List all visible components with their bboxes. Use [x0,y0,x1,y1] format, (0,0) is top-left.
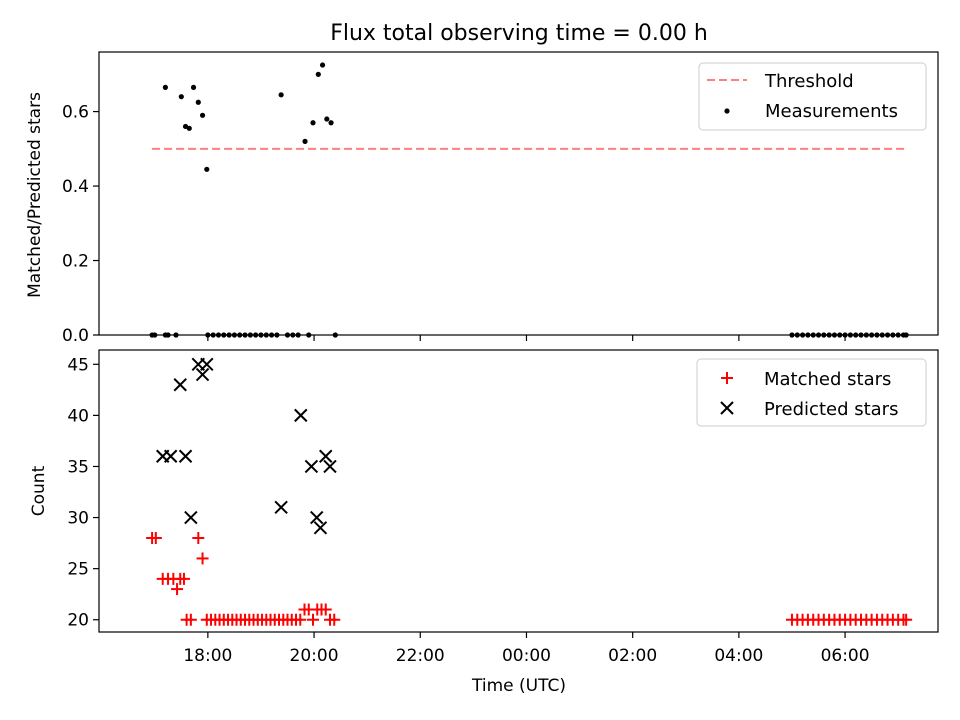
predicted-star-marker [319,449,333,463]
measurement-point [302,138,308,144]
measurement-point [186,125,192,131]
measurement-point [315,71,321,77]
matched-star-marker [319,603,332,616]
ratio-y-tick-label: 0.0 [62,326,89,346]
count-legend: Matched stars Predicted stars [696,358,927,427]
predicted-star-marker [310,510,324,525]
matched-star-marker [184,613,197,626]
legend-matched-label: Matched stars [764,369,891,390]
ratio-legend: Threshold Measurements [698,62,927,131]
predicted-star-marker [178,449,193,463]
predicted-star-marker [173,378,187,392]
matched-star-marker [900,613,913,626]
measurement-point [190,84,197,90]
x-tick-label: 22:00 [396,646,445,666]
x-tick-label: 04:00 [714,646,763,666]
matched-star-marker [149,532,162,544]
count-axes-ticks: 20 25 30 35 40 45 18:00 20:00 22:00 00:00 02:00 04:… [67,355,869,666]
predicted-star-marker [184,510,198,525]
x-tick-label: 02:00 [608,646,657,666]
ratio-y-tick-label: 0.4 [62,177,89,197]
x-tick-label: 20:00 [290,646,339,666]
legend-predicted-label: Predicted stars [764,399,898,420]
ratio-y-tick-label: 0.2 [62,252,89,272]
count-y-tick-label: 25 [67,560,89,580]
measurement-point [319,62,326,68]
ratio-panel: Flux total observing time = 0.00 h 0.0 0.… [25,21,939,346]
matched-star-marker [306,613,319,626]
count-y-tick-label: 30 [67,509,89,529]
ratio-legend-box [698,62,927,131]
chart-title: Flux total observing time = 0.00 h [330,21,708,46]
count-y-axis-label: Count [29,465,49,516]
measurement-point [199,112,206,118]
predicted-star-marker [323,459,337,474]
x-axis-label: Time (UTC) [471,676,566,696]
legend-threshold-label: Threshold [764,71,854,92]
legend-predicted-swatch [720,401,734,415]
measurement-point [328,120,334,126]
predicted-star-marker [200,357,214,372]
legend-measurements-label: Measurements [765,101,898,122]
matched-star-marker [328,613,341,626]
x-tick-label: 18:00 [183,646,232,666]
legend-matched-swatch [721,372,733,384]
count-y-tick-label: 45 [67,355,89,375]
count-y-tick-label: 40 [67,406,89,426]
ratio-y-axis-label: Matched/Predicted stars [25,92,45,298]
matched-star-marker [294,613,307,626]
measurement-point [204,166,210,172]
predicted-star-marker [294,408,308,423]
matched-star-marker [171,583,184,596]
matched-star-marker [196,552,209,565]
measurement-point [278,92,284,98]
matched-star-marker [192,532,205,544]
count-panel: 20 25 30 35 40 45 18:00 20:00 22:00 00:00 02:00 04:… [29,349,939,696]
measurement-point [310,120,316,126]
ratio-y-tick-label: 0.6 [62,103,89,123]
measurement-point [162,84,168,90]
predicted-star-marker [304,459,319,474]
measurement-point [195,99,201,105]
count-legend-box [696,358,927,427]
count-marks [146,357,913,626]
count-axes-frame [98,349,939,633]
count-y-tick-label: 35 [67,457,89,477]
measurement-point [178,94,184,100]
measurement-point [324,116,330,122]
ratio-axes-frame [98,51,939,336]
count-y-tick-label: 20 [67,611,89,631]
legend-measurements-swatch [724,108,730,114]
matched-star-marker [177,572,190,585]
predicted-star-marker [163,449,178,463]
predicted-star-marker [313,521,328,535]
predicted-star-marker [274,500,288,515]
predicted-star-marker [195,367,210,382]
x-tick-label: 00:00 [502,646,551,666]
x-tick-label: 06:00 [821,646,870,666]
